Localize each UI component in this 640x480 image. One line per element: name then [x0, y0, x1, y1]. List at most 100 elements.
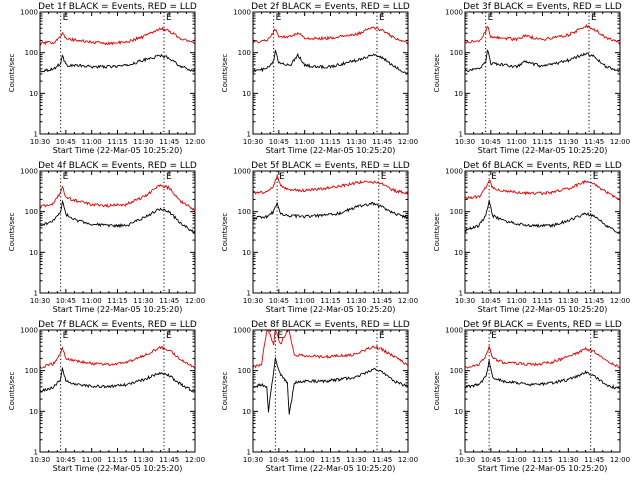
y-tick-label: 1	[34, 290, 38, 298]
x-axis-title: Start Time (22-Mar-05 10:25:20)	[53, 464, 183, 473]
y-tick-label: 10	[454, 249, 463, 257]
x-tick-label: 11:00	[295, 138, 315, 146]
series-line-events	[253, 201, 408, 220]
series-line-lld	[465, 23, 620, 46]
x-tick-label: 11:30	[133, 138, 153, 146]
chart-panel-1: Det 1f BLACK = Events, RED = LLD 10:30 10:…	[8, 2, 205, 155]
x-tick-label: 12:00	[398, 297, 418, 305]
y-axis-title: Counts/sec	[221, 372, 229, 411]
event-marker-label: E	[279, 172, 285, 182]
x-tick-label: 11:45	[159, 138, 179, 146]
x-tick-label: 10:30	[30, 297, 50, 305]
x-tick-label: 10:30	[30, 138, 50, 146]
y-tick-label: 10	[29, 249, 38, 257]
event-marker-label: E	[276, 13, 282, 23]
y-tick-label: 1000	[445, 168, 463, 176]
x-tick-label: 11:00	[82, 297, 102, 305]
x-tick-label: 12:00	[610, 297, 630, 305]
y-axis-title: Counts/sec	[221, 213, 229, 252]
y-tick-label: 100	[238, 49, 251, 57]
x-tick-label: 11:00	[295, 297, 315, 305]
y-tick-label: 100	[238, 208, 251, 216]
x-tick-label: 12:00	[185, 297, 205, 305]
x-tick-label: 11:15	[107, 456, 127, 464]
series-line-events	[465, 49, 620, 73]
x-tick-label: 12:00	[185, 138, 205, 146]
chart-panel-8: Det 8f BLACK = Events, RED = LLD 10:30 10:…	[221, 320, 418, 473]
x-tick-label: 11:00	[507, 138, 527, 146]
series-line-events	[253, 49, 408, 75]
series-line-lld	[40, 26, 195, 46]
event-marker-label: E	[491, 172, 497, 182]
event-marker-label: E	[63, 331, 69, 341]
series-line-events	[253, 357, 408, 415]
plot-frame	[464, 11, 621, 135]
plot-frame	[252, 170, 409, 294]
x-tick-label: 11:15	[107, 297, 127, 305]
y-tick-label: 1000	[20, 327, 38, 335]
x-tick-label: 11:30	[133, 297, 153, 305]
x-tick-label: 12:00	[185, 456, 205, 464]
x-tick-label: 10:45	[481, 297, 501, 305]
chart-title: Det 3f BLACK = Events, RED = LLD	[463, 2, 622, 12]
plot-frame	[39, 170, 196, 294]
y-tick-label: 1000	[20, 9, 38, 17]
y-tick-label: 1	[459, 290, 463, 298]
x-axis-title: Start Time (22-Mar-05 10:25:20)	[266, 146, 396, 155]
y-axis-title: Counts/sec	[433, 372, 441, 411]
plot-frame	[252, 11, 409, 135]
x-axis-title: Start Time (22-Mar-05 10:25:20)	[478, 146, 608, 155]
x-tick-label: 11:15	[320, 456, 340, 464]
x-tick-label: 11:45	[372, 456, 392, 464]
event-marker-label: E	[63, 13, 69, 23]
y-tick-label: 1	[247, 290, 251, 298]
plot-frame	[39, 329, 196, 453]
event-marker-label: E	[591, 13, 597, 23]
y-tick-label: 10	[242, 90, 251, 98]
event-marker-label: E	[63, 172, 69, 182]
y-tick-label: 100	[25, 49, 38, 57]
y-tick-label: 1000	[445, 9, 463, 17]
x-axis-title: Start Time (22-Mar-05 10:25:20)	[266, 305, 396, 314]
event-marker-label: E	[379, 13, 385, 23]
chart-panel-2: Det 2f BLACK = Events, RED = LLD 10:30 10:…	[221, 2, 418, 155]
y-tick-label: 10	[29, 90, 38, 98]
y-tick-label: 1	[34, 131, 38, 139]
chart-title: Det 7f BLACK = Events, RED = LLD	[38, 320, 197, 330]
y-tick-label: 100	[238, 367, 251, 375]
series-line-lld	[253, 26, 408, 45]
x-tick-label: 11:45	[372, 297, 392, 305]
x-tick-label: 11:15	[320, 297, 340, 305]
series-line-events	[465, 360, 620, 390]
chart-title: Det 6f BLACK = Events, RED = LLD	[463, 161, 622, 171]
x-tick-label: 12:00	[610, 138, 630, 146]
x-axis-title: Start Time (22-Mar-05 10:25:20)	[53, 146, 183, 155]
x-tick-label: 10:45	[56, 138, 76, 146]
x-tick-label: 10:30	[30, 456, 50, 464]
plot-frame	[252, 329, 409, 453]
x-tick-label: 11:15	[107, 138, 127, 146]
chart-panel-4: Det 4f BLACK = Events, RED = LLD 10:30 10:…	[8, 161, 205, 314]
y-tick-label: 1000	[233, 327, 251, 335]
x-tick-label: 11:30	[558, 297, 578, 305]
x-tick-label: 10:45	[269, 297, 289, 305]
x-tick-label: 10:45	[481, 456, 501, 464]
series-line-lld	[253, 330, 408, 369]
x-tick-label: 11:00	[507, 297, 527, 305]
y-tick-label: 100	[450, 208, 463, 216]
x-tick-label: 10:45	[56, 297, 76, 305]
event-marker-label: E	[491, 331, 497, 341]
y-tick-label: 1	[34, 449, 38, 457]
series-line-lld	[465, 179, 620, 201]
event-marker-label: E	[166, 331, 172, 341]
chart-title: Det 2f BLACK = Events, RED = LLD	[251, 2, 410, 12]
event-marker-label: E	[277, 331, 283, 341]
x-tick-label: 11:45	[159, 297, 179, 305]
series-line-events	[40, 367, 195, 393]
event-marker-label: E	[381, 172, 387, 182]
y-tick-label: 1000	[20, 168, 38, 176]
y-axis-title: Counts/sec	[221, 54, 229, 93]
y-tick-label: 1000	[233, 9, 251, 17]
y-tick-label: 10	[29, 408, 38, 416]
x-tick-label: 11:45	[159, 456, 179, 464]
